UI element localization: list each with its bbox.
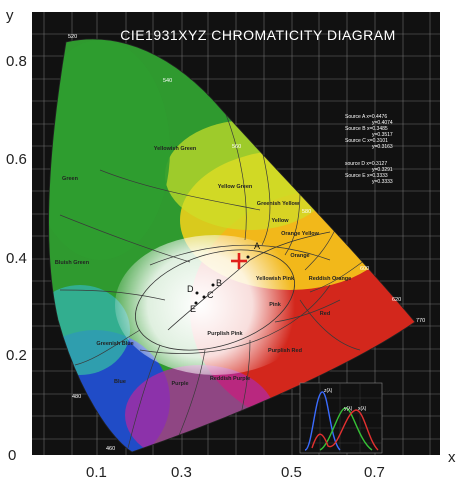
- source-text: Source C x=0.3101: [345, 138, 388, 144]
- point-label: B: [216, 278, 222, 288]
- region-label: Green: [62, 176, 79, 182]
- region-label: Greenish Blue: [96, 341, 133, 347]
- point-marker: [195, 291, 199, 295]
- source-text: Source A x=0.4476: [345, 114, 387, 120]
- wavelength-label: 580: [302, 209, 311, 215]
- x-axis: 0.1 0.3 0.5 0.7 x: [86, 449, 456, 481]
- source-text: y=0.3291: [372, 167, 393, 173]
- source-text: y=0.3333: [372, 179, 393, 185]
- wavelength-label: 600: [360, 266, 369, 272]
- inset-label: z(λ): [324, 388, 333, 394]
- region-label: Reddish Orange: [309, 276, 351, 282]
- point-label: D: [187, 284, 194, 294]
- wavelength-label: 480: [72, 394, 81, 400]
- source-text: y=0.3163: [372, 144, 393, 150]
- point-marker: [246, 255, 250, 259]
- illuminant-points: A B C D E: [187, 241, 260, 314]
- source-text: Source B x=0.3485: [345, 126, 388, 132]
- region-label: Greenish Yellow: [257, 201, 300, 207]
- region-label: Orange Yellow: [281, 231, 320, 237]
- wavelength-labels: 520 540 560 580 600 620 770 480 460: [68, 34, 425, 452]
- point-label: A: [254, 241, 260, 251]
- point-marker: [211, 283, 215, 287]
- wavelength-label: 520: [68, 34, 77, 40]
- diagram-title: CIE1931XYZ CHROMATICITY DIAGRAM: [120, 27, 396, 43]
- region-label: Purplish Red: [268, 348, 302, 354]
- source-text: source D x=0.3127: [345, 161, 387, 167]
- y-tick-label: 0: [8, 447, 16, 464]
- source-text: y=0.3517: [372, 132, 393, 138]
- wavelength-label: 620: [392, 297, 401, 303]
- locus-outline: [48, 38, 416, 453]
- cmf-inset: z(λ) y(λ) x(λ): [299, 382, 383, 454]
- red-cross-marker: [231, 253, 247, 269]
- region-labels: Green Yellowish Green Yellow Green Green…: [55, 146, 351, 387]
- point-label: C: [207, 290, 214, 300]
- region-label: Yellow: [271, 218, 289, 224]
- y-tick-label: 0.8: [6, 53, 27, 70]
- region-label: Yellowish Green: [154, 146, 197, 152]
- region-label: Purple: [171, 381, 188, 387]
- wavelength-label: 540: [163, 78, 172, 84]
- region-label: Reddish Purple: [210, 376, 250, 382]
- point-marker: [202, 295, 206, 299]
- source-annotations: Source A x=0.4476 y=0.4074 Source B x=0.…: [345, 114, 393, 185]
- y-tick-label: 0.2: [6, 347, 27, 364]
- source-text: Source E x=0.3333: [345, 173, 388, 179]
- region-label: Yellow Green: [218, 184, 253, 190]
- point-marker: [194, 301, 198, 305]
- x-tick-label: 0.1: [86, 464, 107, 481]
- x-tick-label: 0.7: [364, 464, 385, 481]
- point-label: E: [190, 304, 196, 314]
- x-tick-label: 0.5: [281, 464, 302, 481]
- y-tick-label: 0.6: [6, 151, 27, 168]
- x-axis-label: x: [448, 449, 456, 466]
- inset-label: x(λ): [358, 406, 367, 412]
- inset-label: y(λ): [344, 406, 353, 412]
- wavelength-label: 770: [416, 318, 425, 324]
- region-label: Blue: [114, 379, 126, 385]
- region-label: Pink: [269, 302, 282, 308]
- region-label: Bluish Green: [55, 260, 90, 266]
- y-axis-label: y: [6, 7, 14, 24]
- y-tick-label: 0.4: [6, 250, 27, 267]
- source-text: y=0.4074: [372, 120, 393, 126]
- y-axis: y 0 0.2 0.4 0.6 0.8: [6, 7, 27, 464]
- region-label: Red: [320, 311, 330, 317]
- wavelength-label: 460: [106, 446, 115, 452]
- wavelength-label: 560: [232, 144, 241, 150]
- region-label: Yellowish Pink: [256, 276, 295, 282]
- region-label: Orange: [290, 253, 309, 259]
- x-tick-label: 0.3: [171, 464, 192, 481]
- region-label: Purplish Pink: [207, 331, 243, 337]
